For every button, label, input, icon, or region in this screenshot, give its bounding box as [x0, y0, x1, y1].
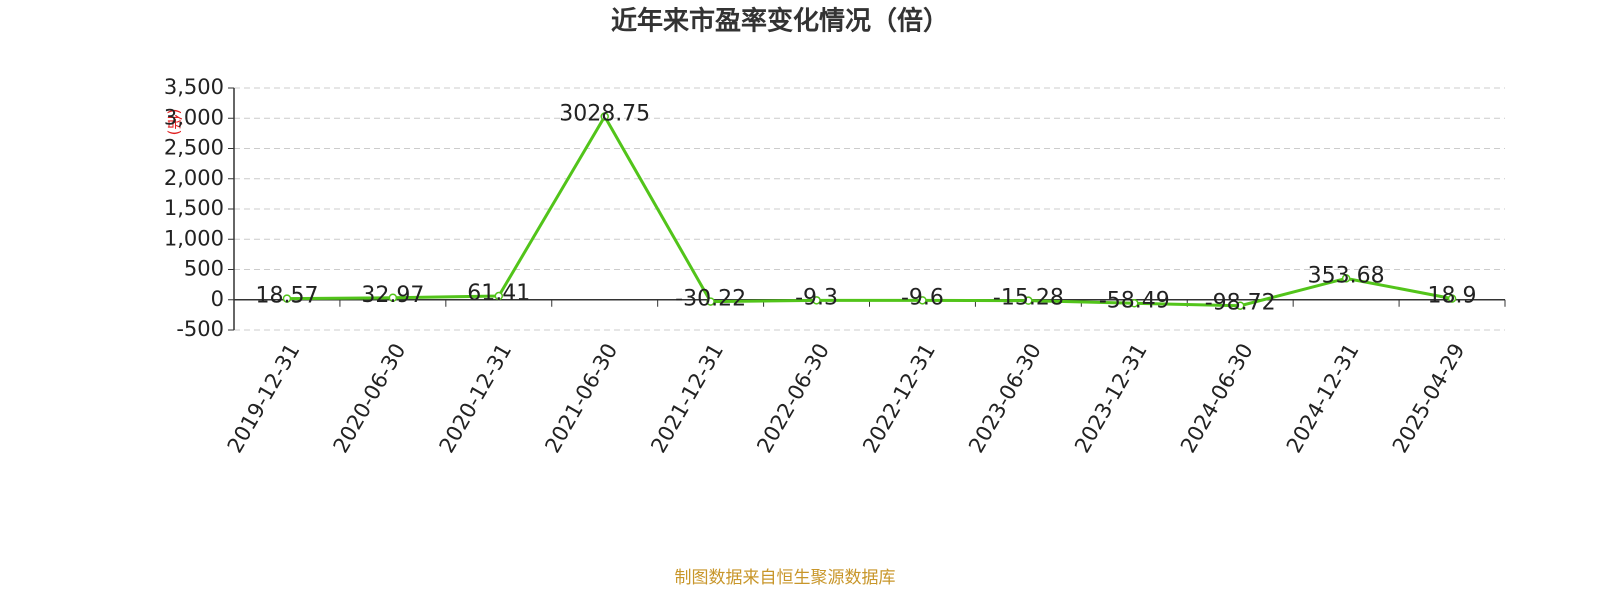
y-axis-label: (倍) [166, 109, 184, 136]
data-label: 18.9 [1428, 284, 1477, 309]
y-tick-label: 2,500 [164, 136, 224, 160]
data-point [1235, 301, 1245, 310]
data-point [918, 296, 927, 305]
y-tick-label: 3,500 [164, 75, 224, 99]
x-tick-label: 2023-12-31 [1070, 339, 1152, 457]
chart-title: 近年来市盈率变化情况（倍） [611, 6, 949, 37]
data-point [600, 112, 609, 121]
data-point [706, 297, 715, 306]
data-label: 61.41 [467, 281, 530, 306]
data-label: -58.49 [1099, 288, 1170, 313]
data-point [1341, 274, 1351, 283]
data-label: -30.22 [675, 287, 746, 312]
x-tick-label: 2021-12-31 [646, 339, 728, 457]
y-tick-label: 0 [211, 287, 224, 311]
data-label: 32.97 [361, 283, 424, 308]
data-point [282, 294, 292, 303]
y-tick-label: 1,000 [164, 226, 224, 250]
x-tick-label: 2022-12-31 [858, 339, 940, 457]
y-tick-label: 3,000 [164, 105, 224, 129]
data-point [1447, 294, 1457, 303]
x-tick-label: 2020-12-31 [435, 339, 517, 457]
data-label: 353.68 [1308, 263, 1385, 288]
data-label: -15.28 [993, 286, 1064, 311]
data-point [388, 293, 398, 303]
series-line [286, 113, 1453, 308]
data-label: -9.3 [795, 285, 838, 310]
data-point [812, 296, 821, 305]
x-tick-label: 2020-06-30 [329, 339, 411, 457]
data-label: -9.6 [901, 285, 944, 310]
data-label: -98.72 [1205, 291, 1276, 316]
data-label: 18.57 [255, 284, 318, 309]
y-tick-label: 500 [184, 257, 224, 281]
x-tick-label: 2022-06-30 [752, 339, 834, 457]
x-tick-label: 2019-12-31 [223, 339, 305, 457]
y-tick-label: 2,000 [164, 166, 224, 190]
x-tick-label: 2023-06-30 [964, 339, 1046, 457]
x-tick-label: 2024-12-31 [1282, 339, 1364, 457]
source-note: 制图数据来自恒生聚源数据库 [675, 568, 896, 588]
data-label: 3028.75 [559, 102, 650, 127]
x-tick-label: 2021-06-30 [540, 339, 622, 457]
data-point [1024, 296, 1033, 305]
y-tick-label: 1,500 [164, 196, 224, 220]
data-point [1130, 299, 1139, 308]
x-tick-label: 2025-04-29 [1388, 339, 1470, 457]
x-tick-label: 2024-06-30 [1176, 339, 1258, 457]
y-tick-label: -500 [176, 317, 224, 341]
data-point [494, 291, 504, 301]
